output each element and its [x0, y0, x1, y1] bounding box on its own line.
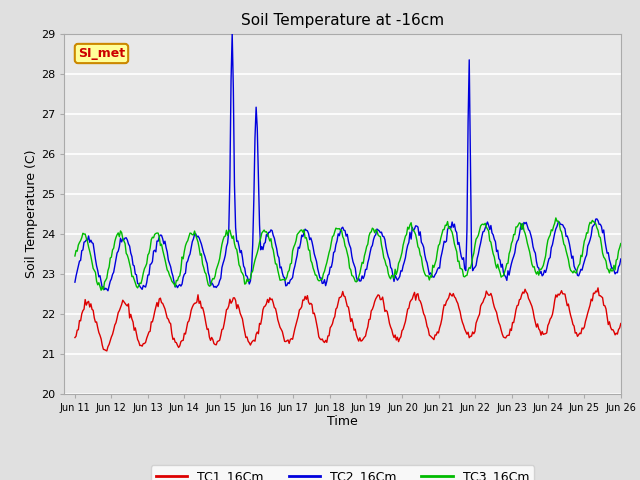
Legend: TC1_16Cm, TC2_16Cm, TC3_16Cm: TC1_16Cm, TC2_16Cm, TC3_16Cm — [151, 465, 534, 480]
Text: SI_met: SI_met — [78, 47, 125, 60]
X-axis label: Time: Time — [327, 415, 358, 429]
Title: Soil Temperature at -16cm: Soil Temperature at -16cm — [241, 13, 444, 28]
Y-axis label: Soil Temperature (C): Soil Temperature (C) — [25, 149, 38, 278]
